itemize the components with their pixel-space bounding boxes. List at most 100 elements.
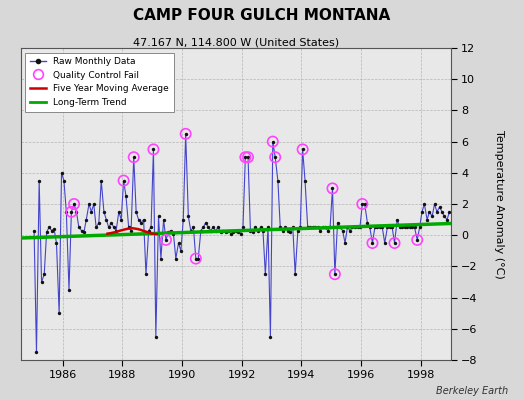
Point [48, 227, 56, 234]
Point [390, 240, 399, 246]
Point [219, 227, 227, 234]
Point [313, 224, 322, 230]
Point [435, 204, 444, 210]
Point [100, 209, 108, 215]
Point [231, 227, 239, 234]
Point [181, 130, 190, 137]
Point [122, 193, 130, 199]
Point [32, 349, 41, 356]
Point [244, 154, 252, 160]
Point [358, 201, 366, 207]
Point [331, 271, 339, 278]
Point [326, 224, 334, 230]
Point [336, 224, 344, 230]
Point [95, 220, 103, 226]
Point [293, 227, 302, 234]
Point [226, 230, 235, 237]
Point [149, 146, 158, 152]
Point [276, 224, 285, 230]
Point [388, 224, 396, 230]
Point [386, 224, 394, 230]
Point [192, 255, 200, 262]
Point [164, 229, 172, 235]
Point [396, 224, 404, 230]
Point [346, 227, 354, 234]
Point [169, 230, 178, 237]
Point [380, 240, 389, 246]
Point [82, 216, 91, 223]
Point [303, 224, 312, 230]
Point [87, 209, 95, 215]
Text: Berkeley Earth: Berkeley Earth [436, 386, 508, 396]
Point [291, 271, 299, 278]
Point [184, 213, 192, 220]
Point [269, 138, 277, 145]
Point [366, 224, 374, 230]
Point [328, 185, 336, 192]
Legend: Raw Monthly Data, Quality Control Fail, Five Year Moving Average, Long-Term Tren: Raw Monthly Data, Quality Control Fail, … [26, 52, 174, 112]
Point [299, 146, 307, 152]
Point [177, 248, 185, 254]
Point [339, 227, 347, 234]
Point [57, 170, 66, 176]
Point [234, 229, 243, 235]
Point [239, 224, 247, 230]
Point [323, 227, 332, 234]
Point [187, 227, 195, 234]
Point [373, 224, 381, 230]
Point [229, 229, 237, 235]
Point [196, 227, 205, 234]
Point [37, 279, 46, 285]
Point [132, 209, 140, 215]
Point [343, 224, 352, 230]
Point [107, 220, 116, 226]
Point [416, 224, 424, 230]
Point [259, 227, 267, 234]
Point [331, 271, 339, 278]
Point [139, 216, 148, 223]
Point [145, 227, 153, 234]
Point [65, 286, 73, 293]
Point [370, 224, 379, 230]
Point [224, 227, 232, 234]
Point [119, 177, 128, 184]
Point [35, 177, 43, 184]
Point [249, 229, 257, 235]
Point [319, 224, 327, 230]
Point [206, 227, 215, 234]
Point [279, 227, 287, 234]
Point [162, 237, 170, 243]
Point [376, 224, 384, 230]
Point [445, 209, 454, 215]
Point [438, 209, 446, 215]
Point [127, 227, 135, 234]
Point [159, 216, 168, 223]
Point [264, 224, 272, 230]
Point [333, 220, 342, 226]
Point [204, 224, 213, 230]
Point [119, 177, 128, 184]
Point [50, 226, 58, 232]
Point [289, 224, 297, 230]
Point [147, 224, 155, 230]
Point [356, 224, 364, 230]
Point [80, 229, 88, 235]
Point [90, 201, 98, 207]
Point [316, 227, 324, 234]
Point [42, 229, 51, 235]
Point [167, 227, 175, 234]
Point [358, 201, 366, 207]
Point [67, 209, 75, 215]
Point [209, 224, 217, 230]
Point [410, 224, 419, 230]
Point [70, 201, 78, 207]
Point [62, 209, 71, 215]
Point [117, 216, 125, 223]
Point [361, 201, 369, 207]
Point [309, 224, 317, 230]
Title: 47.167 N, 114.800 W (United States): 47.167 N, 114.800 W (United States) [133, 37, 339, 47]
Point [283, 227, 292, 234]
Point [157, 255, 165, 262]
Point [413, 237, 421, 243]
Point [400, 224, 409, 230]
